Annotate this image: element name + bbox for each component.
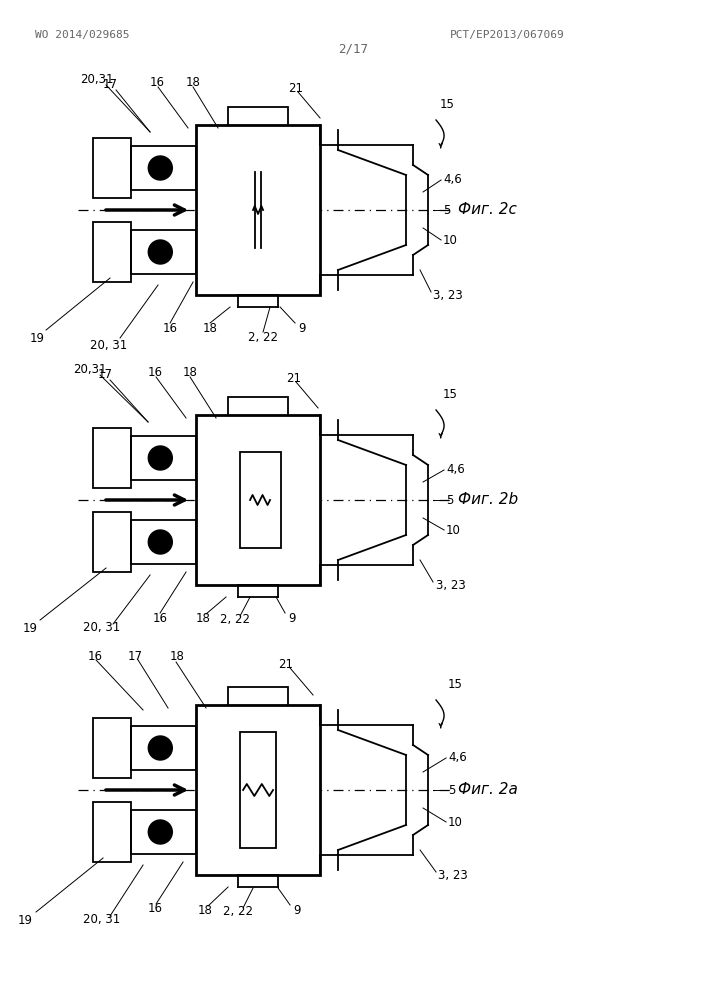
Text: 15: 15 (443, 388, 458, 401)
Bar (131, 230, 196, 274)
Bar (240, 732, 276, 848)
Bar (131, 810, 196, 854)
Text: 20, 31: 20, 31 (90, 338, 127, 352)
Text: 16: 16 (148, 365, 163, 378)
Text: Фиг. 2a: Фиг. 2a (458, 782, 518, 798)
Text: 3, 23: 3, 23 (438, 868, 468, 882)
Text: Фиг. 2c: Фиг. 2c (458, 202, 517, 218)
Text: 5: 5 (443, 204, 450, 217)
Bar (196, 125, 320, 295)
Text: 4,6: 4,6 (448, 752, 467, 764)
Circle shape (148, 240, 173, 264)
Text: 3, 23: 3, 23 (436, 578, 466, 591)
Bar (240, 452, 281, 548)
Bar (131, 436, 196, 480)
Bar (93, 512, 131, 572)
Text: 9: 9 (293, 904, 300, 916)
Bar (93, 802, 131, 862)
Text: 21: 21 (288, 82, 303, 95)
Text: 9: 9 (298, 322, 305, 334)
Text: 19: 19 (23, 621, 38, 635)
Text: 20,31: 20,31 (73, 363, 107, 376)
Bar (93, 718, 131, 778)
Text: 18: 18 (196, 611, 211, 624)
Text: 2, 22: 2, 22 (220, 613, 250, 626)
Text: 10: 10 (448, 816, 463, 828)
Text: 19: 19 (18, 914, 33, 926)
Bar (131, 146, 196, 190)
Text: 17: 17 (98, 368, 113, 381)
Bar (196, 705, 320, 875)
Text: 20, 31: 20, 31 (83, 621, 120, 635)
Circle shape (148, 736, 173, 760)
Text: 15: 15 (440, 99, 455, 111)
Text: 5: 5 (446, 493, 453, 506)
Text: 16: 16 (153, 611, 168, 624)
Bar (228, 397, 288, 415)
Text: 2, 22: 2, 22 (248, 332, 278, 344)
Bar (131, 726, 196, 770)
Text: 16: 16 (150, 76, 165, 89)
Text: 10: 10 (446, 524, 461, 536)
Bar (228, 687, 288, 705)
Text: 5: 5 (448, 784, 455, 796)
Circle shape (148, 530, 173, 554)
Text: 16: 16 (163, 322, 178, 334)
Text: 16: 16 (88, 650, 103, 664)
Text: 19: 19 (30, 332, 45, 344)
Bar (93, 138, 131, 198)
Text: 9: 9 (288, 611, 296, 624)
Text: 17: 17 (128, 650, 143, 664)
Text: 15: 15 (448, 678, 463, 692)
Text: WO 2014/029685: WO 2014/029685 (35, 30, 129, 40)
Text: 17: 17 (103, 79, 118, 92)
Text: 20,31: 20,31 (80, 74, 114, 87)
Text: PCT/EP2013/067069: PCT/EP2013/067069 (450, 30, 565, 40)
Circle shape (148, 156, 173, 180)
Text: 4,6: 4,6 (446, 464, 464, 477)
Bar (131, 520, 196, 564)
Text: 16: 16 (148, 902, 163, 914)
Text: 18: 18 (186, 76, 201, 89)
Text: 4,6: 4,6 (443, 174, 462, 186)
Bar (93, 222, 131, 282)
Text: 2, 22: 2, 22 (223, 906, 253, 918)
Text: 18: 18 (198, 904, 213, 916)
Text: 18: 18 (170, 650, 185, 664)
Text: 3, 23: 3, 23 (433, 288, 463, 302)
Circle shape (148, 446, 173, 470)
Text: Фиг. 2b: Фиг. 2b (458, 492, 518, 508)
Circle shape (148, 820, 173, 844)
Bar (228, 107, 288, 125)
Text: 18: 18 (183, 365, 198, 378)
Text: 18: 18 (203, 322, 218, 334)
Text: 10: 10 (443, 233, 458, 246)
Text: 21: 21 (278, 658, 293, 672)
Text: 20, 31: 20, 31 (83, 914, 120, 926)
Bar (196, 415, 320, 585)
Bar (93, 428, 131, 488)
Text: 2/17: 2/17 (338, 42, 368, 55)
Text: 21: 21 (286, 371, 301, 384)
